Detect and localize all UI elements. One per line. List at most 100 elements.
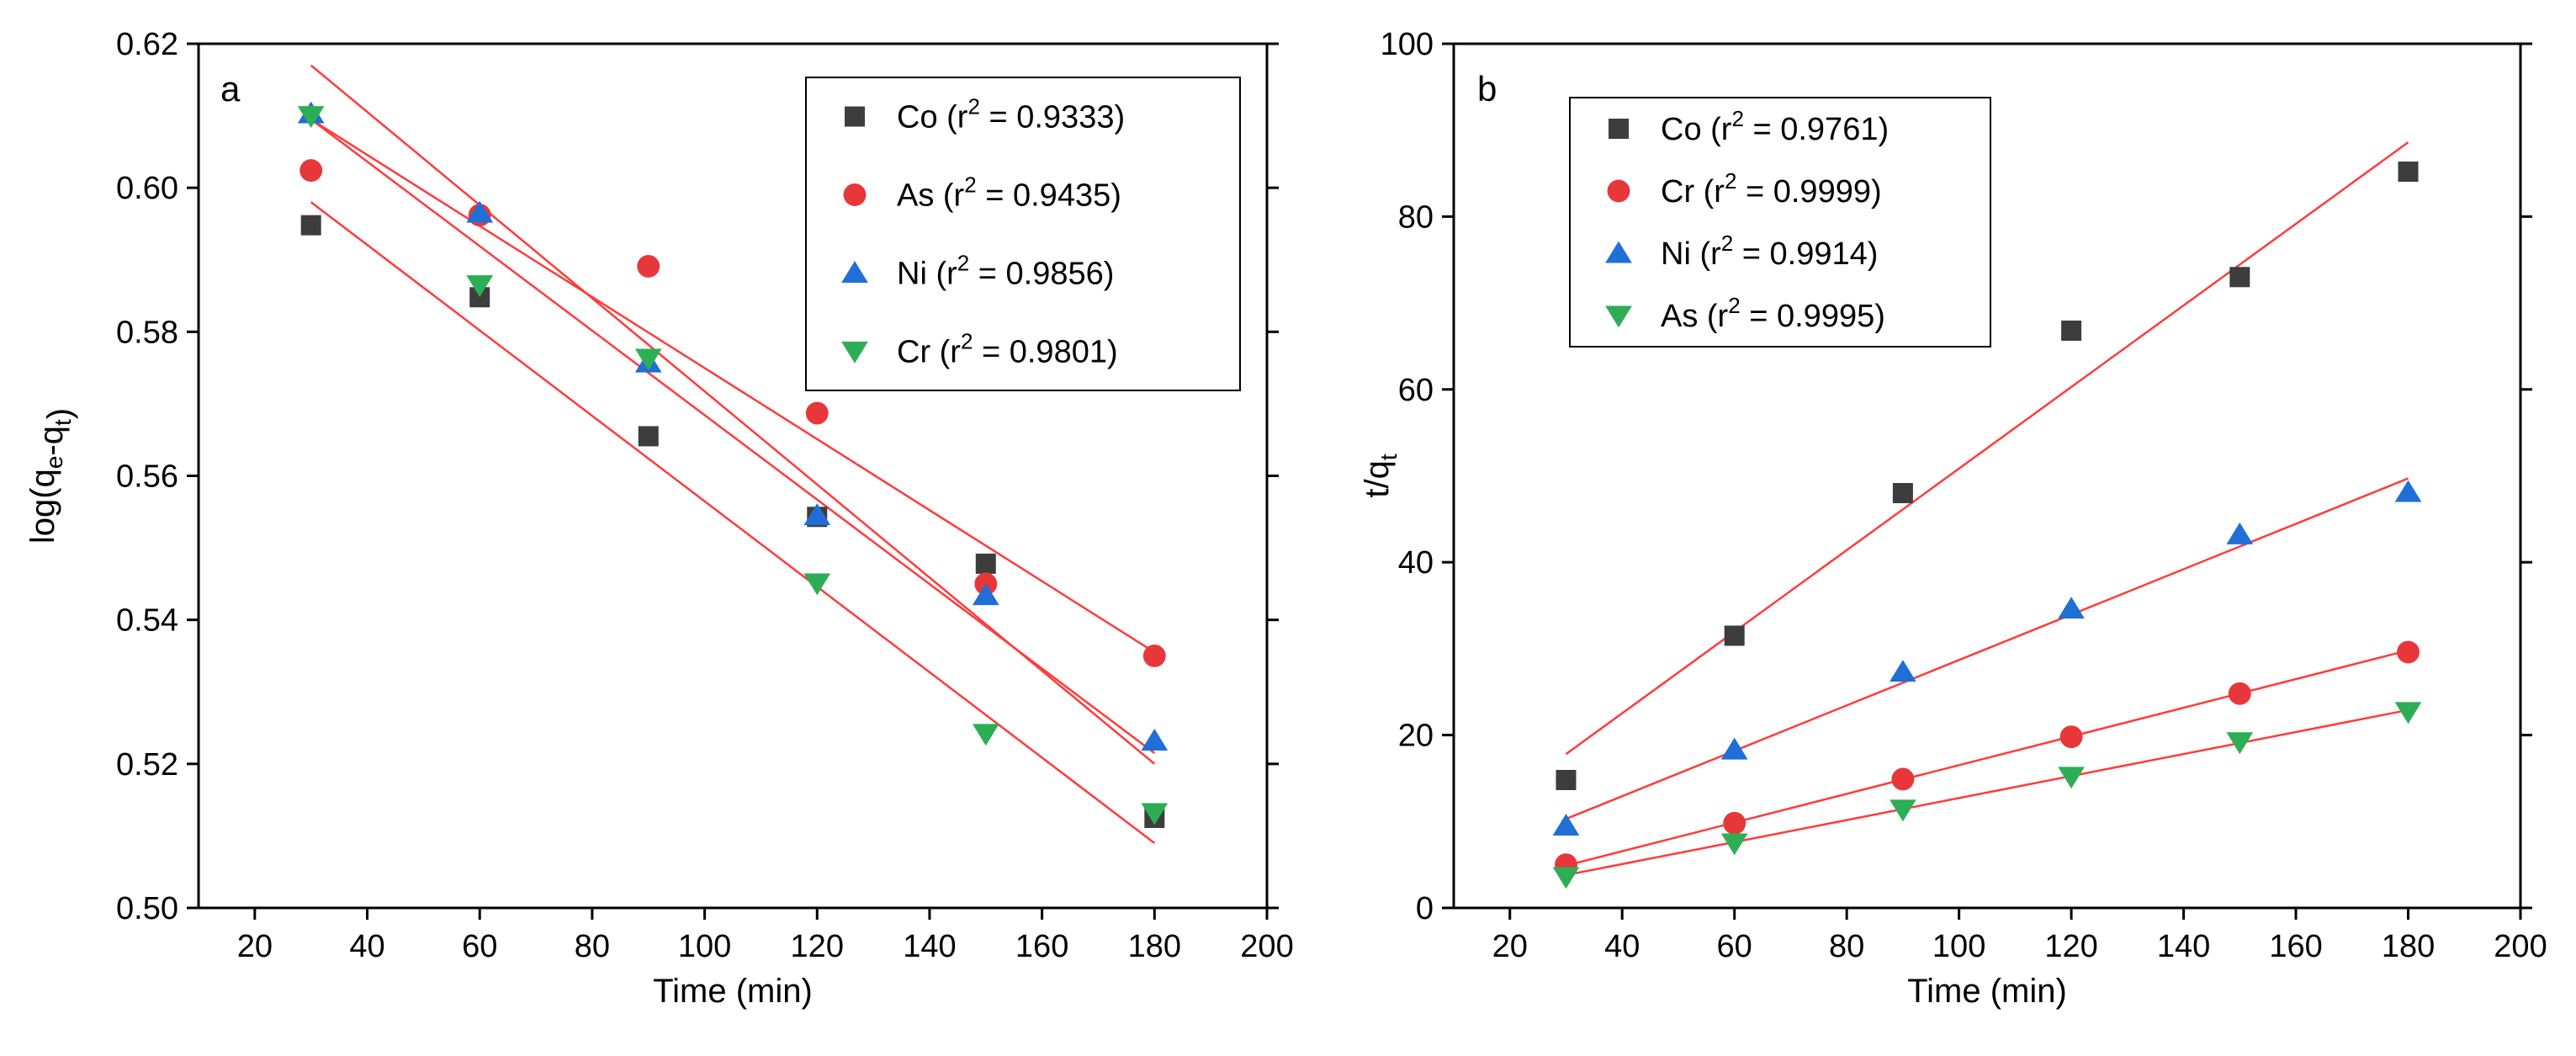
point-co: [1724, 625, 1745, 646]
legend: [1569, 97, 1991, 348]
x-tick-label: 40: [1604, 929, 1640, 964]
legend-marker-as: [1605, 305, 1632, 328]
point-co: [2229, 267, 2250, 288]
y-tick-label: 0.56: [116, 459, 178, 495]
point-co: [2398, 161, 2419, 182]
y-tick-label: 0.54: [116, 603, 178, 639]
fit-line-as: [310, 118, 1155, 654]
point-ni: [1141, 729, 1169, 751]
panel-a: 20 40 60 80 100 120 140 160 180 200 0.50 0.52 0.54 0.…: [24, 27, 1294, 1010]
point-cr: [803, 573, 831, 596]
point-as: [1890, 799, 1916, 822]
point-cr: [972, 724, 999, 746]
x-tick-label: 140: [2157, 929, 2210, 964]
legend-marker-co: [1609, 119, 1629, 139]
panel-label: b: [1477, 69, 1497, 109]
y-tick-label: 0.62: [116, 27, 178, 62]
point-cr: [634, 348, 662, 371]
x-axis-title: Time (min): [1907, 973, 2067, 1010]
point-co: [1556, 770, 1577, 791]
point-cr: [1141, 803, 1169, 825]
point-co: [300, 215, 321, 236]
point-cr: [1723, 811, 1746, 835]
point-ni: [803, 503, 831, 526]
legend-marker-cr: [841, 341, 868, 363]
point-as: [1142, 645, 1166, 667]
plot-frame: [1452, 42, 2522, 910]
point-cr: [466, 275, 494, 298]
point-as: [1552, 867, 1580, 889]
fit-line-cr: [310, 64, 1156, 765]
point-ni: [972, 583, 999, 606]
legend-entry-cr: Cr (r2 = 0.9801): [897, 329, 1118, 370]
legend: [805, 77, 1241, 391]
point-co: [2061, 320, 2082, 341]
legend-entry-cr: Cr (r2 = 0.9999): [1661, 168, 1882, 210]
x-tick-label: 160: [1015, 929, 1068, 964]
point-ni: [2058, 597, 2085, 619]
legend-entry-ni: Ni (r2 = 0.9856): [897, 251, 1114, 292]
x-tick-label: 180: [2382, 929, 2435, 964]
panel-b: 20 40 60 80 100 120 140 160 180 200 0 20 40 60 80 100 Ti…: [1359, 27, 2547, 1010]
fit-line-ni: [1566, 477, 2409, 820]
point-cr: [1891, 767, 1915, 791]
x-tick-label: 80: [1829, 929, 1864, 964]
x-axis-title: Time (min): [653, 973, 813, 1010]
legend-marker-ni: [1605, 241, 1632, 263]
point-as: [805, 401, 829, 425]
point-cr: [2228, 682, 2251, 705]
legend-entry-co: Co (r2 = 0.9761): [1661, 106, 1889, 147]
legend-entry-co: Co (r2 = 0.9333): [897, 94, 1125, 135]
legend-marker-co: [845, 106, 865, 127]
point-cr: [297, 106, 325, 128]
point-co: [638, 426, 659, 447]
point-co: [975, 553, 996, 574]
panel-label: a: [220, 69, 241, 109]
legend-marker-ni: [841, 261, 868, 284]
point-ni: [1552, 814, 1580, 836]
x-tick-label: 20: [237, 929, 273, 964]
legend-entry-ni: Ni (r2 = 0.9914): [1661, 231, 1878, 272]
legend-entry-as: As (r2 = 0.9995): [1661, 293, 1885, 334]
x-tick-label: 180: [1128, 929, 1181, 964]
x-tick-label: 60: [1717, 929, 1752, 964]
x-tick-label: 120: [2044, 929, 2097, 964]
point-ni: [1890, 660, 1916, 682]
point-as: [299, 159, 323, 183]
point-co: [1892, 483, 1913, 504]
x-tick-label: 100: [678, 929, 731, 964]
y-tick-label: 40: [1398, 545, 1434, 581]
x-tick-label: 160: [2269, 929, 2322, 964]
y-tick-label: 0: [1416, 891, 1434, 926]
point-as: [1720, 833, 1748, 856]
point-as: [2394, 702, 2422, 724]
legend-marker-cr: [1607, 179, 1630, 203]
y-axis-title: t/qt: [1359, 454, 1402, 497]
y-axis-title: log(qe-qt): [24, 408, 78, 544]
fit-line-co: [1565, 141, 2409, 756]
y-tick-label: 0.50: [116, 891, 178, 926]
point-ni: [2394, 480, 2422, 502]
y-tick-label: 80: [1398, 199, 1434, 235]
x-tick-label: 200: [2494, 929, 2547, 964]
fit-line-cr: [1566, 649, 2409, 867]
x-tick-label: 120: [791, 929, 844, 964]
x-tick-label: 80: [575, 929, 610, 964]
fit-line-co: [310, 201, 1156, 844]
legend-entry-as: As (r2 = 0.9435): [897, 172, 1121, 214]
point-ni: [2226, 522, 2254, 544]
y-tick-label: 0.58: [116, 315, 178, 350]
y-tick-label: 20: [1398, 719, 1434, 754]
y-tick-label: 60: [1398, 373, 1434, 408]
x-tick-label: 100: [1932, 929, 1985, 964]
point-ni: [1720, 737, 1748, 760]
x-tick-label: 140: [903, 929, 956, 964]
point-cr: [2059, 725, 2083, 749]
fit-line-as: [1566, 708, 2409, 877]
x-tick-label: 20: [1492, 929, 1528, 964]
point-cr: [2397, 640, 2420, 664]
legend-marker-as: [843, 183, 867, 206]
point-as: [2226, 732, 2254, 755]
x-tick-label: 60: [462, 929, 497, 964]
